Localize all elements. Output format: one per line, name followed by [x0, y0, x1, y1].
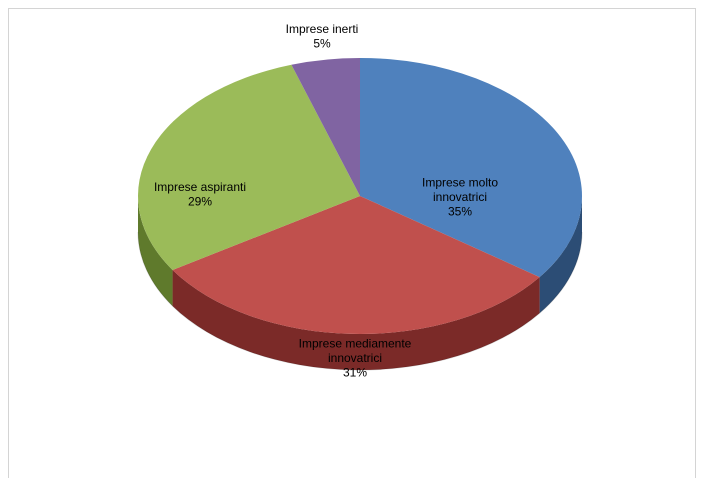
pie-slice-mediamente-innovatrici [172, 196, 540, 334]
pie-side-aspiranti [138, 196, 173, 306]
pie-labels: Imprese molto innovatrici 35% Imprese media… [154, 22, 498, 380]
pie-label-aspiranti: Imprese aspiranti 29% [154, 180, 246, 209]
pie-slice-inerti [291, 58, 360, 196]
pie-label-inerti: Imprese inerti 5% [286, 22, 359, 51]
pie-slices [138, 58, 583, 334]
pie-label-molto-innovatrici: Imprese molto innovatrici 35% [422, 176, 498, 219]
pie-slice-aspiranti [138, 64, 360, 270]
pie-sides [137, 196, 583, 371]
pie-slice-molto-innovatrici [360, 58, 583, 278]
pie-rim [137, 231, 583, 371]
pie-side-molto-innovatrici [539, 196, 582, 314]
pie-side-mediamente-innovatrici [172, 269, 540, 371]
pie-label-mediamente-innovatrici: Imprese mediamente innovatrici 31% [299, 337, 412, 380]
